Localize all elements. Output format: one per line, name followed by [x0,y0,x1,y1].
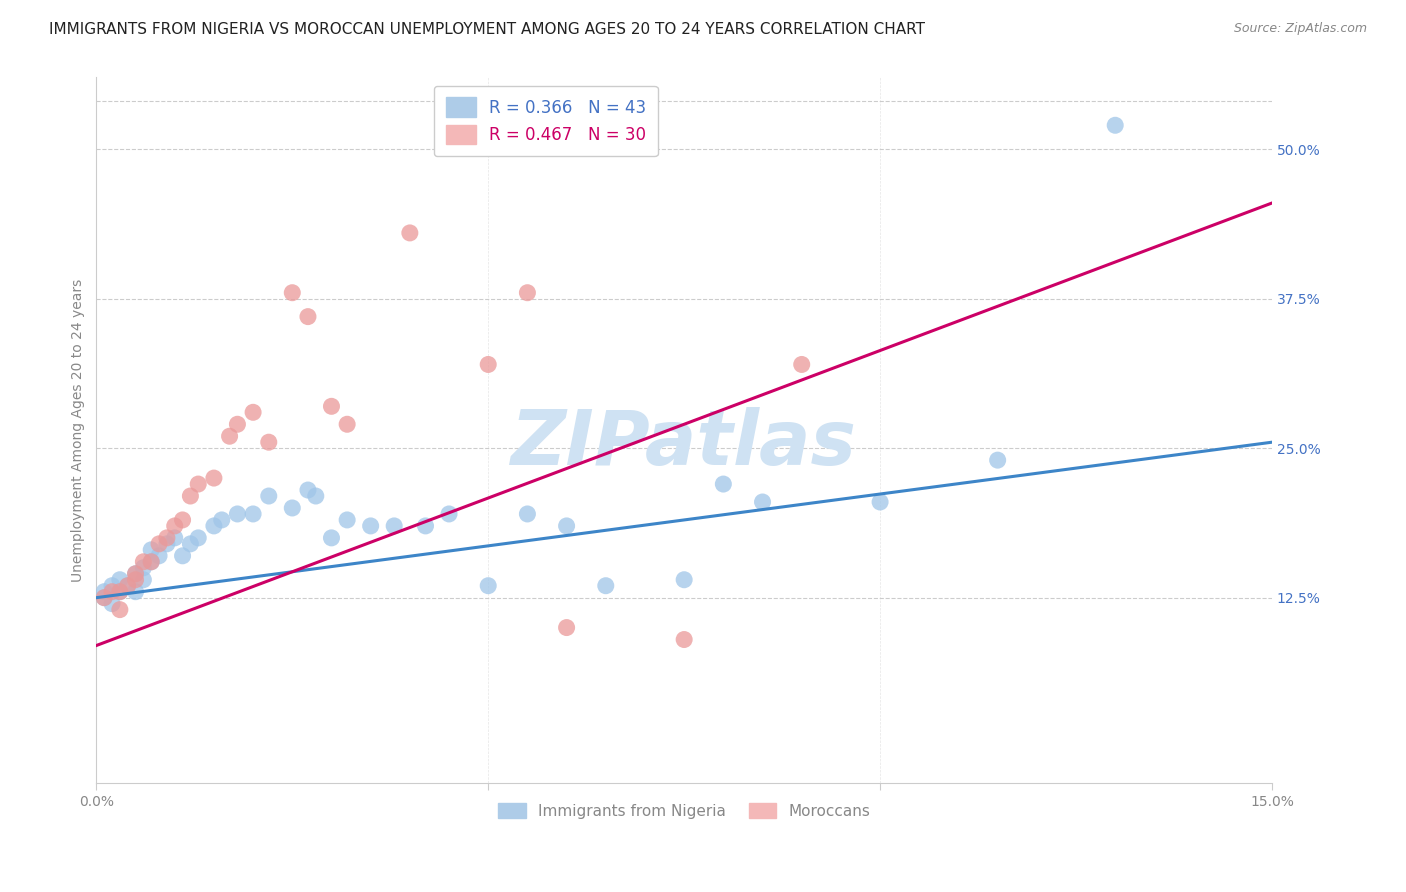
Point [163,531,186,545]
Legend: Immigrants from Nigeria, Moroccans: Immigrants from Nigeria, Moroccans [492,797,876,825]
Point [516,285,538,300]
Point [281,285,304,300]
Point [141,542,163,557]
Point [156,531,179,545]
Point [751,495,773,509]
Point [869,495,891,509]
Point [108,602,131,616]
Point [124,566,146,581]
Point [132,555,155,569]
Point [673,573,696,587]
Point [108,573,131,587]
Point [987,453,1010,467]
Point [132,573,155,587]
Point [477,579,499,593]
Point [297,483,319,497]
Point [382,519,405,533]
Point [202,519,225,533]
Point [477,358,499,372]
Point [156,537,179,551]
Point [179,537,201,551]
Y-axis label: Unemployment Among Ages 20 to 24 years: Unemployment Among Ages 20 to 24 years [72,278,86,582]
Point [711,477,734,491]
Point [321,531,343,545]
Point [257,489,280,503]
Text: Source: ZipAtlas.com: Source: ZipAtlas.com [1233,22,1367,36]
Point [93,591,115,605]
Point [1104,118,1126,132]
Point [257,435,280,450]
Point [555,621,578,635]
Point [321,400,343,414]
Point [673,632,696,647]
Point [124,566,146,581]
Point [398,226,420,240]
Point [124,584,146,599]
Point [101,584,124,599]
Point [172,549,194,563]
Point [187,477,209,491]
Point [101,597,124,611]
Point [242,405,264,419]
Point [305,489,328,503]
Point [297,310,319,324]
Point [172,513,194,527]
Text: IMMIGRANTS FROM NIGERIA VS MOROCCAN UNEMPLOYMENT AMONG AGES 20 TO 24 YEARS CORRE: IMMIGRANTS FROM NIGERIA VS MOROCCAN UNEM… [49,22,925,37]
Point [179,489,201,503]
Point [108,584,131,599]
Point [132,561,155,575]
Point [555,519,578,533]
Point [211,513,233,527]
Point [117,579,139,593]
Point [101,579,124,593]
Point [336,417,359,432]
Point [117,579,139,593]
Point [516,507,538,521]
Point [415,519,437,533]
Point [163,519,186,533]
Point [124,573,146,587]
Point [93,584,115,599]
Point [202,471,225,485]
Point [360,519,382,533]
Point [187,531,209,545]
Point [336,513,359,527]
Point [141,555,163,569]
Point [226,507,249,521]
Point [148,549,170,563]
Point [281,500,304,515]
Point [93,591,115,605]
Point [437,507,460,521]
Point [595,579,617,593]
Point [108,584,131,599]
Point [790,358,813,372]
Point [148,537,170,551]
Point [218,429,240,443]
Point [141,555,163,569]
Point [226,417,249,432]
Point [242,507,264,521]
Text: ZIPatlas: ZIPatlas [512,408,858,482]
